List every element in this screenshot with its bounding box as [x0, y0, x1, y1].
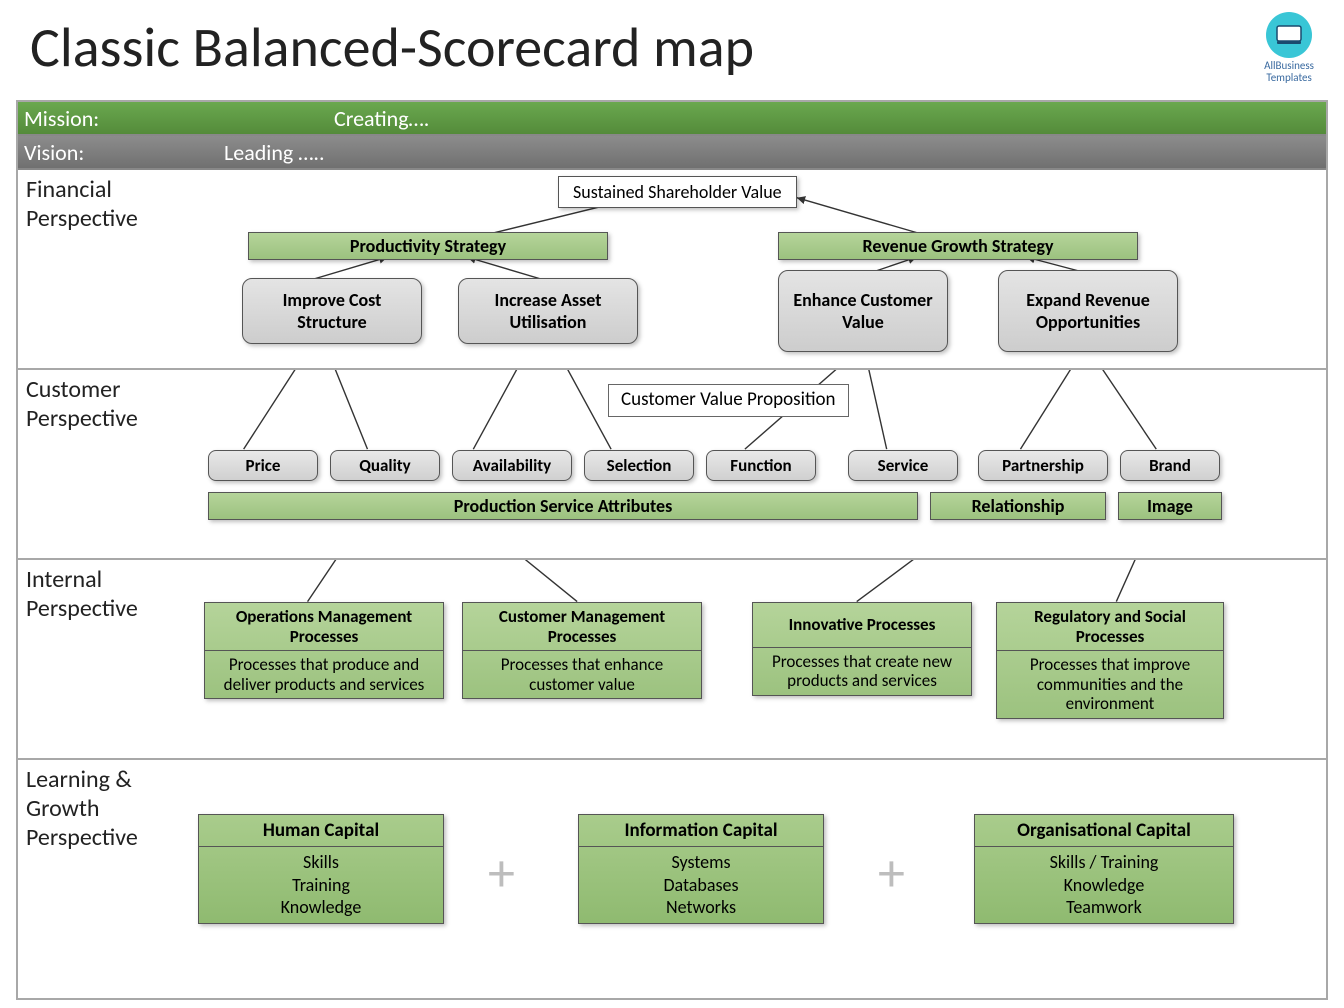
- vision-label: Vision:: [24, 139, 224, 166]
- attr-service: Service: [848, 450, 958, 481]
- attr-brand: Brand: [1120, 450, 1220, 481]
- proc-regulatory: Regulatory and Social Processes Processe…: [996, 602, 1224, 719]
- attr-selection: Selection: [584, 450, 694, 481]
- row-customer: CustomerPerspective Customer Value Propo…: [18, 370, 1326, 560]
- bar-production-attrs: Production Service Attributes: [208, 492, 918, 520]
- cap-human-body: SkillsTrainingKnowledge: [199, 847, 443, 923]
- revenue-growth-strategy: Revenue Growth Strategy: [778, 232, 1138, 260]
- row-label-financial: FinancialPerspective: [26, 176, 138, 234]
- logo: AllBusiness Templates: [1264, 12, 1314, 84]
- cap-organisational-head: Organisational Capital: [975, 815, 1233, 847]
- cap-human: Human Capital SkillsTrainingKnowledge: [198, 814, 444, 924]
- row-learning: Learning &GrowthPerspective Human Capita…: [18, 760, 1326, 968]
- mission-text: Creating….: [334, 105, 429, 132]
- cap-organisational: Organisational Capital Skills / Training…: [974, 814, 1234, 924]
- plus-icon: +: [878, 840, 905, 906]
- attr-quality: Quality: [330, 450, 440, 481]
- row-label-customer: CustomerPerspective: [26, 376, 138, 434]
- proc-innovative-body: Processes that create new products and s…: [753, 648, 971, 695]
- proc-regulatory-head: Regulatory and Social Processes: [997, 603, 1223, 651]
- vision-text: Leading …..: [224, 139, 325, 166]
- productivity-strategy: Productivity Strategy: [248, 232, 608, 260]
- vision-bar: Vision: Leading …..: [18, 136, 1326, 170]
- mission-label: Mission:: [24, 105, 224, 132]
- cap-information: Information Capital SystemsDatabasesNetw…: [578, 814, 824, 924]
- attr-price: Price: [208, 450, 318, 481]
- cap-information-head: Information Capital: [579, 815, 823, 847]
- attr-availability: Availability: [452, 450, 572, 481]
- page-title: Classic Balanced-Scorecard map: [30, 14, 754, 82]
- plus-icon: +: [488, 840, 515, 906]
- row-label-internal: InternalPerspective: [26, 566, 138, 624]
- obj-improve-cost: Improve Cost Structure: [242, 278, 422, 344]
- logo-icon: [1266, 12, 1312, 58]
- bar-image: Image: [1118, 492, 1222, 520]
- logo-text-2: Templates: [1264, 72, 1314, 84]
- row-label-learning: Learning &GrowthPerspective: [26, 766, 138, 852]
- cap-organisational-body: Skills / TrainingKnowledgeTeamwork: [975, 847, 1233, 923]
- attr-function: Function: [706, 450, 816, 481]
- proc-regulatory-body: Processes that improve communities and t…: [997, 651, 1223, 718]
- mission-bar: Mission: Creating….: [18, 102, 1326, 136]
- proc-operations-body: Processes that produce and deliver produ…: [205, 651, 443, 698]
- proc-customer-mgmt-body: Processes that enhance customer value: [463, 651, 701, 698]
- proc-customer-mgmt-head: Customer Management Processes: [463, 603, 701, 651]
- bar-relationship: Relationship: [930, 492, 1106, 520]
- proc-operations-head: Operations Management Processes: [205, 603, 443, 651]
- obj-asset-util: Increase Asset Utilisation: [458, 278, 638, 344]
- proc-innovative: Innovative Processes Processes that crea…: [752, 602, 972, 696]
- cvp-box: Customer Value Proposition: [608, 384, 849, 417]
- row-financial: FinancialPerspective Sustained Sharehold…: [18, 170, 1326, 370]
- shareholder-value-box: Sustained Shareholder Value: [558, 176, 797, 208]
- obj-enhance-value: Enhance Customer Value: [778, 270, 948, 352]
- cap-human-head: Human Capital: [199, 815, 443, 847]
- proc-customer-mgmt: Customer Management Processes Processes …: [462, 602, 702, 699]
- obj-expand-revenue: Expand Revenue Opportunities: [998, 270, 1178, 352]
- attr-partnership: Partnership: [978, 450, 1108, 481]
- proc-innovative-head: Innovative Processes: [753, 603, 971, 648]
- scorecard-frame: Mission: Creating…. Vision: Leading ….. …: [16, 100, 1328, 1000]
- proc-operations: Operations Management Processes Processe…: [204, 602, 444, 699]
- row-internal: InternalPerspective Operations Managemen…: [18, 560, 1326, 760]
- cap-information-body: SystemsDatabasesNetworks: [579, 847, 823, 923]
